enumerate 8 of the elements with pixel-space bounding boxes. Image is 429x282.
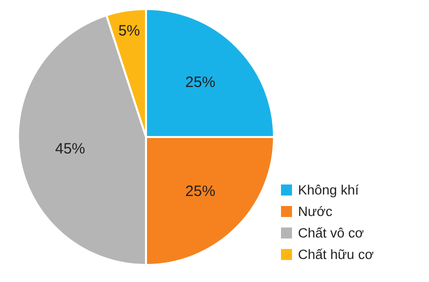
legend-label: Nước: [298, 204, 333, 219]
legend-label: Chất vô cơ: [298, 226, 364, 240]
legend-label: Chất hữu cơ: [298, 247, 374, 262]
legend-label: Không khí: [298, 182, 360, 198]
data-label: 25%: [185, 182, 216, 200]
data-label: 45%: [55, 140, 86, 158]
data-label: 5%: [118, 22, 140, 40]
data-label: 25%: [185, 74, 216, 92]
